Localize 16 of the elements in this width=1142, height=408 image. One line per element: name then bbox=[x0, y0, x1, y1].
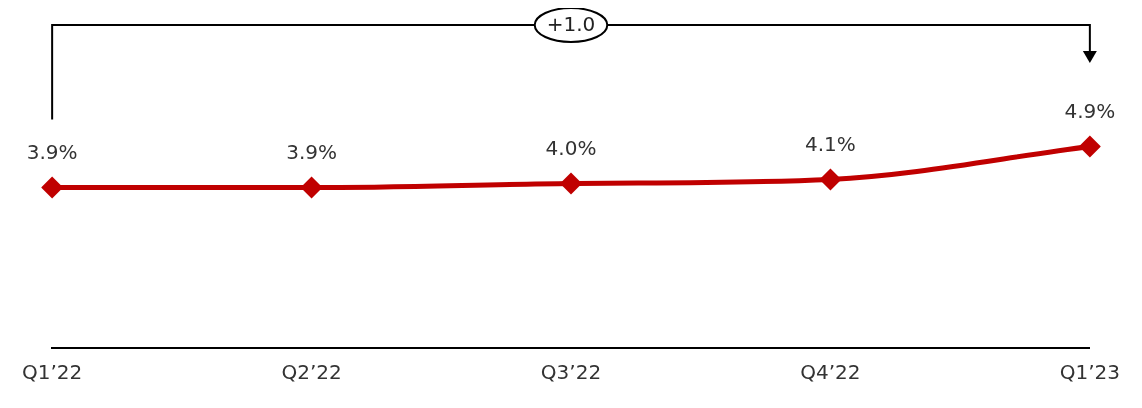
data-label: 4.1% bbox=[805, 131, 856, 156]
x-tick-label: Q4’22 bbox=[800, 360, 861, 385]
x-tick-label: Q2’22 bbox=[281, 360, 342, 385]
point bbox=[1078, 135, 1101, 158]
point bbox=[300, 176, 323, 199]
point bbox=[560, 172, 582, 195]
x-tick-label: Q3’22 bbox=[540, 360, 602, 385]
text: +1.0 bbox=[546, 12, 596, 37]
data-label: 3.9% bbox=[26, 139, 78, 164]
data-label: 4.9% bbox=[1064, 98, 1116, 123]
data-label: 4.0% bbox=[545, 135, 597, 160]
point bbox=[819, 168, 842, 191]
point bbox=[41, 176, 64, 199]
x-tick-label: Q1’22 bbox=[22, 360, 83, 385]
x-tick-label: Q1’23 bbox=[1059, 360, 1120, 385]
data-label: 3.9% bbox=[286, 139, 337, 164]
